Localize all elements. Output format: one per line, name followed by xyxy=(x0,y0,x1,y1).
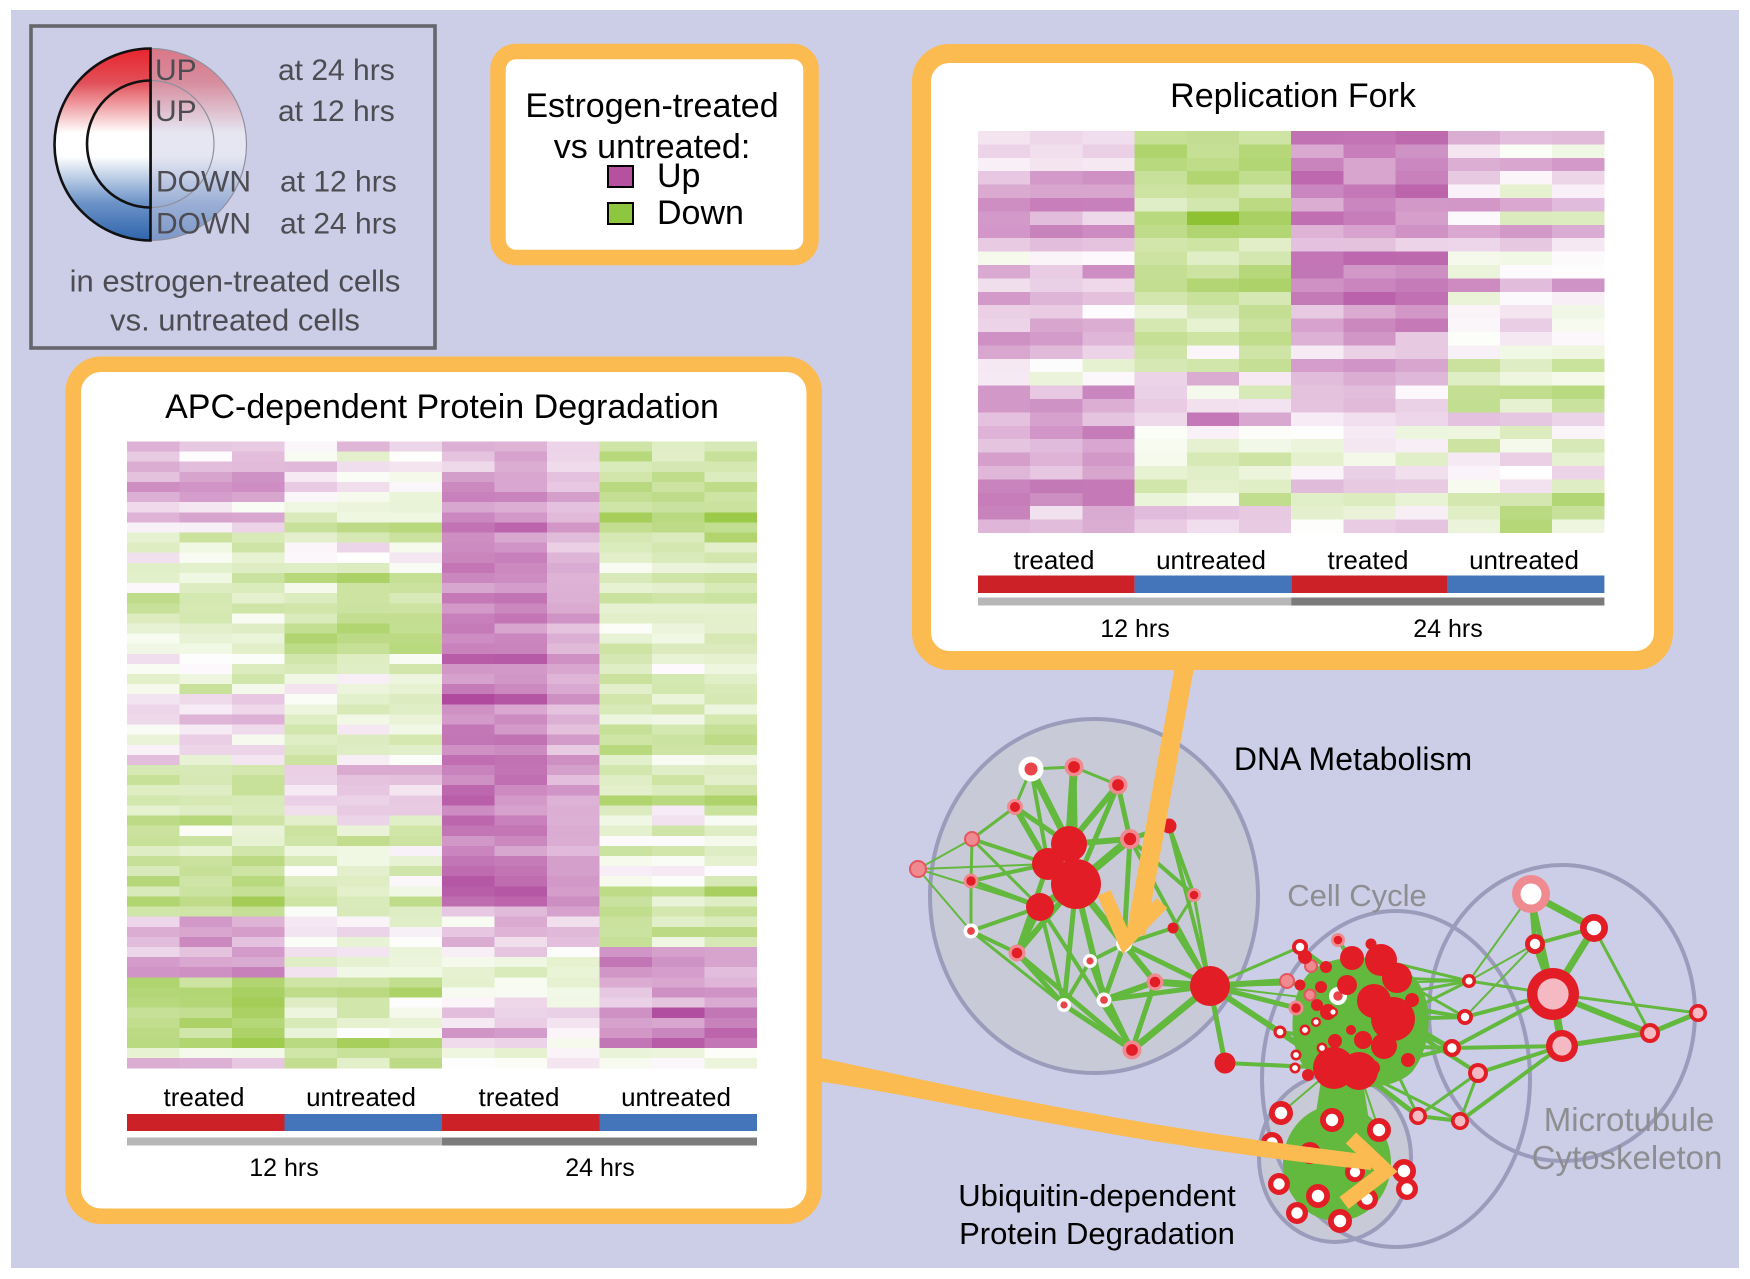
svg-text:untreated: untreated xyxy=(621,1082,731,1112)
svg-text:treated: treated xyxy=(1328,545,1409,575)
svg-text:Up: Up xyxy=(657,157,700,195)
svg-text:untreated: untreated xyxy=(1469,545,1579,575)
svg-text:24 hrs: 24 hrs xyxy=(565,1154,634,1182)
svg-text:vs untreated:: vs untreated: xyxy=(554,128,751,166)
svg-text:in estrogen-treated cells: in estrogen-treated cells xyxy=(70,264,401,299)
svg-text:DNA Metabolism: DNA Metabolism xyxy=(1234,741,1472,777)
svg-text:Estrogen-treated: Estrogen-treated xyxy=(525,87,778,125)
svg-text:12 hrs: 12 hrs xyxy=(1100,615,1169,643)
svg-text:at 12 hrs: at 12 hrs xyxy=(280,166,397,199)
svg-text:Protein Degradation: Protein Degradation xyxy=(959,1216,1235,1251)
svg-text:Ubiquitin-dependent: Ubiquitin-dependent xyxy=(958,1178,1236,1213)
svg-text:Replication Fork: Replication Fork xyxy=(1170,77,1417,115)
svg-text:at 12 hrs: at 12 hrs xyxy=(278,95,395,128)
svg-text:treated: treated xyxy=(164,1082,245,1112)
svg-text:DOWN: DOWN xyxy=(156,208,251,241)
svg-text:Cytoskeleton: Cytoskeleton xyxy=(1532,1139,1723,1176)
svg-text:untreated: untreated xyxy=(306,1082,416,1112)
svg-text:treated: treated xyxy=(1014,545,1095,575)
svg-text:at 24 hrs: at 24 hrs xyxy=(278,54,395,87)
svg-text:UP: UP xyxy=(155,95,197,128)
svg-text:Microtubule: Microtubule xyxy=(1544,1101,1715,1138)
svg-text:12 hrs: 12 hrs xyxy=(249,1154,318,1182)
svg-text:UP: UP xyxy=(155,54,197,87)
svg-text:treated: treated xyxy=(479,1082,560,1112)
svg-text:untreated: untreated xyxy=(1156,545,1266,575)
svg-text:24 hrs: 24 hrs xyxy=(1413,615,1482,643)
svg-text:APC-dependent Protein Degradat: APC-dependent Protein Degradation xyxy=(165,388,719,426)
svg-text:vs. untreated cells: vs. untreated cells xyxy=(110,303,360,338)
svg-text:Down: Down xyxy=(657,194,744,232)
svg-text:DOWN: DOWN xyxy=(156,166,251,199)
svg-text:Cell Cycle: Cell Cycle xyxy=(1287,878,1427,913)
svg-text:at 24 hrs: at 24 hrs xyxy=(280,208,397,241)
